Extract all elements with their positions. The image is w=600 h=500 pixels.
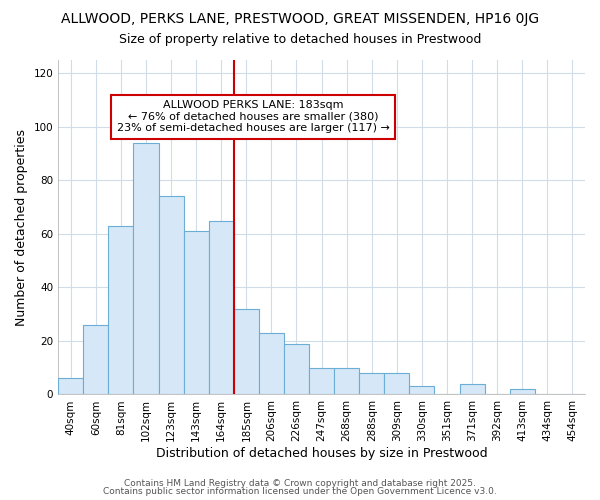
Y-axis label: Number of detached properties: Number of detached properties: [15, 128, 28, 326]
Bar: [309, 368, 334, 394]
X-axis label: Distribution of detached houses by size in Prestwood: Distribution of detached houses by size …: [156, 447, 487, 460]
Bar: [83, 325, 109, 394]
Bar: [409, 386, 434, 394]
Text: Size of property relative to detached houses in Prestwood: Size of property relative to detached ho…: [119, 32, 481, 46]
Bar: [460, 384, 485, 394]
Bar: [510, 389, 535, 394]
Bar: [259, 333, 284, 394]
Text: ALLWOOD, PERKS LANE, PRESTWOOD, GREAT MISSENDEN, HP16 0JG: ALLWOOD, PERKS LANE, PRESTWOOD, GREAT MI…: [61, 12, 539, 26]
Bar: [158, 196, 184, 394]
Bar: [284, 344, 309, 394]
Bar: [133, 143, 158, 395]
Bar: [385, 373, 409, 394]
Bar: [234, 309, 259, 394]
Bar: [334, 368, 359, 394]
Text: Contains HM Land Registry data © Crown copyright and database right 2025.: Contains HM Land Registry data © Crown c…: [124, 478, 476, 488]
Bar: [209, 220, 234, 394]
Text: Contains public sector information licensed under the Open Government Licence v3: Contains public sector information licen…: [103, 487, 497, 496]
Bar: [359, 373, 385, 394]
Text: ALLWOOD PERKS LANE: 183sqm
← 76% of detached houses are smaller (380)
23% of sem: ALLWOOD PERKS LANE: 183sqm ← 76% of deta…: [116, 100, 389, 134]
Bar: [58, 378, 83, 394]
Bar: [109, 226, 133, 394]
Bar: [184, 231, 209, 394]
